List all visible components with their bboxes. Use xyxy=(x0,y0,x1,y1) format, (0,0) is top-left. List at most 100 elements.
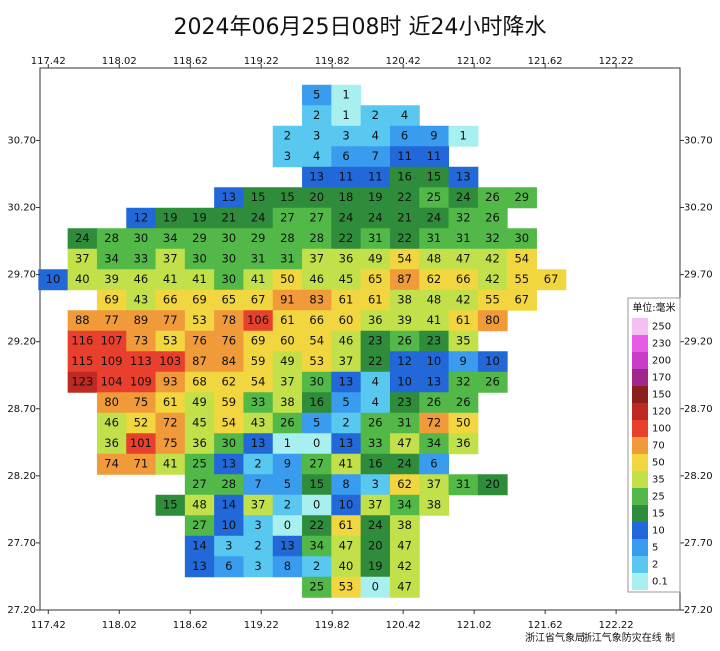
station-value: 6 xyxy=(430,457,437,471)
station-value: 34 xyxy=(309,539,324,553)
rain-cell xyxy=(302,310,332,332)
rain-cell xyxy=(96,269,127,291)
rain-cell xyxy=(243,515,274,537)
station-value: 35 xyxy=(456,334,471,348)
rain-cell xyxy=(419,146,450,168)
rain-cell xyxy=(272,228,303,250)
rain-cell xyxy=(331,433,362,455)
rain-cell xyxy=(96,412,127,434)
station-value: 32 xyxy=(456,211,471,225)
legend-label: 250 xyxy=(652,322,671,333)
rain-cell xyxy=(96,371,127,393)
rain-cell xyxy=(507,187,537,209)
rain-cell xyxy=(243,392,274,414)
station-value: 37 xyxy=(163,252,178,266)
rain-cell xyxy=(389,310,420,332)
station-value: 47 xyxy=(397,539,412,553)
rain-cell xyxy=(302,453,332,475)
rain-cell xyxy=(419,494,450,516)
rain-cell xyxy=(155,371,186,393)
station-value: 2 xyxy=(372,108,379,122)
station-value: 36 xyxy=(339,252,354,266)
rain-cell xyxy=(389,105,420,127)
station-value: 53 xyxy=(192,313,207,327)
rain-cell xyxy=(155,228,186,250)
rain-cell xyxy=(302,515,332,537)
rain-cell xyxy=(272,392,303,414)
station-value: 61 xyxy=(339,293,354,307)
station-value: 39 xyxy=(397,313,412,327)
station-value: 29 xyxy=(514,190,529,204)
station-value: 47 xyxy=(339,539,354,553)
x-tick-label: 118.62 xyxy=(173,620,208,631)
legend-label: 200 xyxy=(652,356,671,367)
rain-cell xyxy=(214,535,244,557)
rain-cell xyxy=(214,453,244,475)
rain-cell xyxy=(360,535,391,557)
x-tick-label: 121.02 xyxy=(457,620,492,631)
rain-cell xyxy=(389,207,420,229)
station-value: 24 xyxy=(339,211,354,225)
rain-cell xyxy=(126,310,157,332)
rain-cell xyxy=(448,371,479,393)
rain-cell xyxy=(389,474,420,496)
rain-cell xyxy=(389,494,420,516)
rain-cell xyxy=(155,289,186,311)
rain-cell xyxy=(214,433,244,455)
station-value: 37 xyxy=(75,252,90,266)
rain-cell xyxy=(272,474,303,496)
station-value: 24 xyxy=(251,211,266,225)
station-value: 67 xyxy=(544,272,559,286)
station-value: 10 xyxy=(339,498,354,512)
rain-cell xyxy=(507,248,537,270)
station-value: 10 xyxy=(485,354,500,368)
station-value: 104 xyxy=(101,375,123,389)
rain-cell xyxy=(331,392,362,414)
station-value: 47 xyxy=(456,252,471,266)
station-value: 12 xyxy=(397,354,412,368)
rain-cell xyxy=(272,310,303,332)
x-tick-label: 121.62 xyxy=(528,620,563,631)
rain-cell xyxy=(67,351,98,373)
legend-swatch xyxy=(632,369,648,386)
rain-cell xyxy=(331,289,362,311)
station-value: 15 xyxy=(427,170,442,184)
station-value: 4 xyxy=(372,375,379,389)
rain-cell xyxy=(302,371,332,393)
rain-cell xyxy=(184,433,215,455)
station-value: 76 xyxy=(221,334,236,348)
station-value: 78 xyxy=(221,313,236,327)
rain-cell xyxy=(126,289,157,311)
station-value: 42 xyxy=(485,272,500,286)
rain-cell xyxy=(302,146,332,168)
rain-cell xyxy=(331,576,362,598)
rain-cell xyxy=(331,494,362,516)
rain-cell xyxy=(302,228,332,250)
x-tick-label: 119.22 xyxy=(244,56,279,67)
station-value: 91 xyxy=(280,293,295,307)
station-value: 30 xyxy=(192,252,207,266)
rain-cell xyxy=(272,187,303,209)
rain-cell xyxy=(507,289,537,311)
station-value: 3 xyxy=(342,129,349,143)
station-value: 84 xyxy=(221,354,236,368)
rain-cell xyxy=(448,310,479,332)
rain-cell xyxy=(184,330,215,352)
rain-cell xyxy=(243,228,274,250)
x-tick-label: 118.02 xyxy=(102,620,137,631)
rain-cell xyxy=(126,433,157,455)
rain-cell xyxy=(214,269,244,291)
rain-cell xyxy=(389,433,420,455)
rain-cell xyxy=(360,228,391,250)
rain-cell xyxy=(331,371,362,393)
rain-cell xyxy=(419,412,450,434)
station-value: 77 xyxy=(104,313,119,327)
station-value: 34 xyxy=(397,498,412,512)
rain-cell xyxy=(360,330,391,352)
legend-label: 150 xyxy=(652,390,671,401)
station-value: 9 xyxy=(284,457,291,471)
rain-cell xyxy=(126,412,157,434)
station-value: 15 xyxy=(280,190,295,204)
station-value: 34 xyxy=(427,436,442,450)
legend-swatch xyxy=(632,454,648,471)
